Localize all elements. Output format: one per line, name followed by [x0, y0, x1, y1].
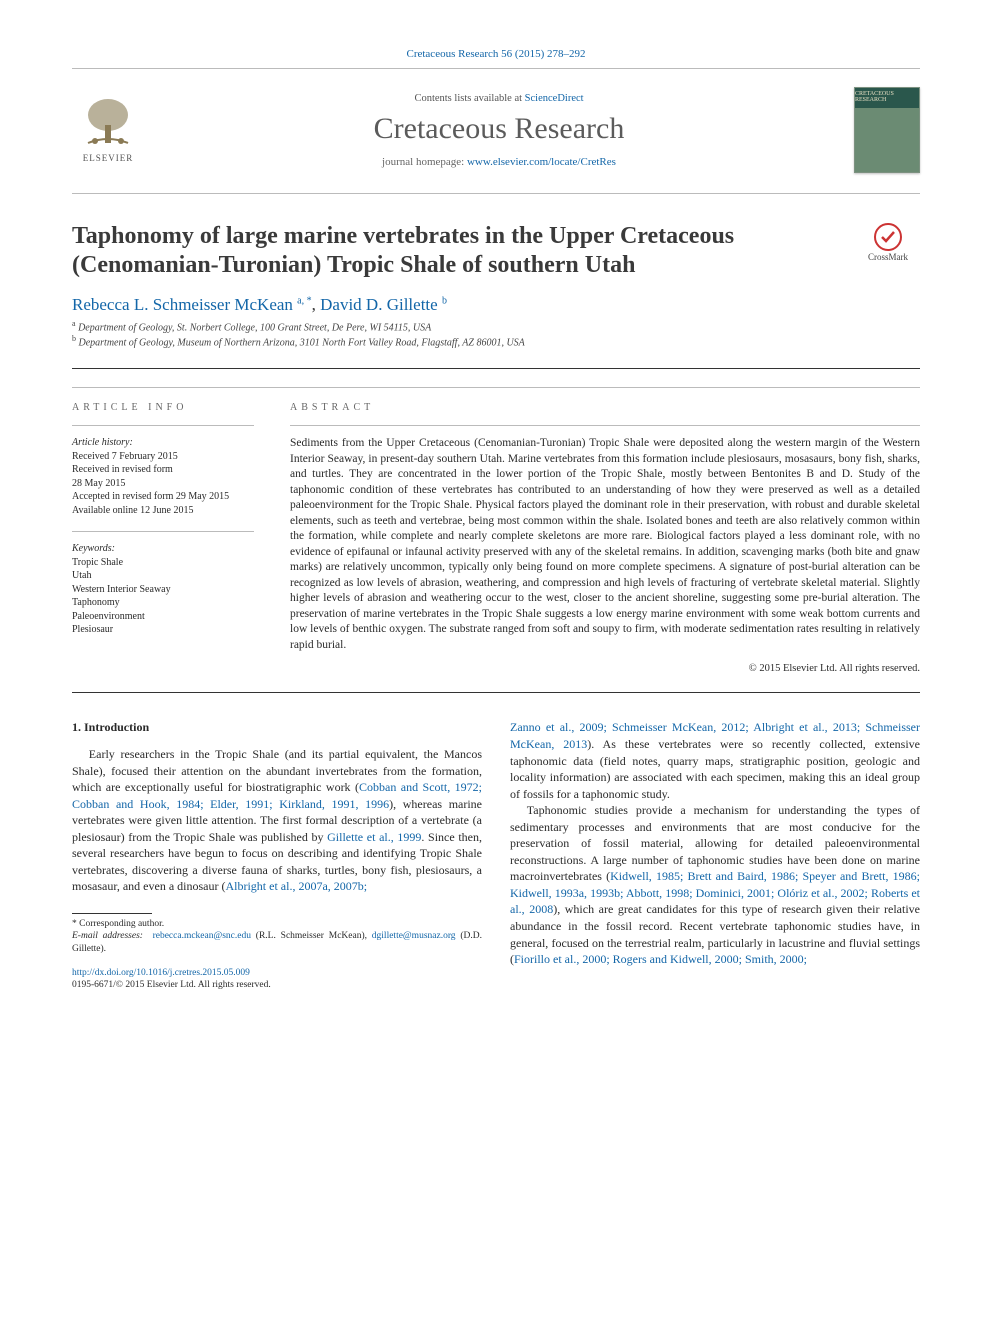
journal-citation: Cretaceous Research 56 (2015) 278–292 [72, 48, 920, 60]
divider [72, 692, 920, 693]
affiliation: a Department of Geology, St. Norbert Col… [72, 319, 920, 335]
email-link[interactable]: dgillette@musnaz.org [372, 931, 456, 941]
corresponding-author-footnote: * Corresponding author. E-mail addresses… [72, 918, 482, 955]
crossmark-icon [873, 222, 903, 252]
copyright: © 2015 Elsevier Ltd. All rights reserved… [290, 663, 920, 674]
citation-link[interactable]: Fiorillo et al., 2000; Rogers and Kidwel… [514, 952, 807, 966]
journal-homepage: journal homepage: www.elsevier.com/locat… [154, 156, 844, 168]
citation-link[interactable]: Albright et al., 2007a, 2007b; [225, 879, 367, 893]
article-history: Article history: Received 7 February 201… [72, 436, 254, 517]
author-link[interactable]: David D. Gillette [320, 295, 438, 314]
email-link[interactable]: rebecca.mckean@snc.edu [153, 931, 251, 941]
contents-available: Contents lists available at ScienceDirec… [154, 93, 844, 104]
divider [290, 425, 920, 426]
elsevier-wordmark: ELSEVIER [83, 153, 134, 163]
journal-header: ELSEVIER Contents lists available at Sci… [72, 79, 920, 183]
sciencedirect-link[interactable]: ScienceDirect [525, 93, 584, 104]
crossmark-badge[interactable]: CrossMark [856, 222, 920, 262]
affiliation: b Department of Geology, Museum of North… [72, 334, 920, 350]
abstract-heading: ABSTRACT [290, 402, 920, 413]
doi-block: http://dx.doi.org/10.1016/j.cretres.2015… [72, 967, 482, 992]
homepage-link[interactable]: www.elsevier.com/locate/CretRes [467, 156, 616, 168]
section-heading: 1. Introduction [72, 719, 482, 736]
elsevier-tree-icon [80, 97, 136, 151]
footnote-rule [72, 913, 152, 914]
divider [72, 368, 920, 369]
divider [72, 531, 254, 532]
journal-cover-thumb[interactable]: CRETACEOUS RESEARCH [854, 87, 920, 173]
author-link[interactable]: Rebecca L. Schmeisser McKean [72, 295, 293, 314]
divider [72, 425, 254, 426]
divider [72, 68, 920, 69]
keywords: Keywords: Tropic Shale Utah Western Inte… [72, 542, 254, 637]
citation-link[interactable]: Gillette et al., 1999 [327, 830, 421, 844]
abstract-text: Sediments from the Upper Cretaceous (Cen… [290, 436, 920, 653]
divider [72, 193, 920, 194]
body-columns: 1. Introduction Early researchers in the… [72, 719, 920, 991]
author-list: Rebecca L. Schmeisser McKean a, *, David… [72, 295, 920, 315]
divider [72, 387, 920, 388]
elsevier-logo[interactable]: ELSEVIER [72, 91, 144, 169]
article-title: Taphonomy of large marine vertebrates in… [72, 222, 840, 281]
article-info-heading: ARTICLE INFO [72, 402, 254, 413]
journal-name: Cretaceous Research [154, 112, 844, 146]
doi-link[interactable]: http://dx.doi.org/10.1016/j.cretres.2015… [72, 968, 250, 978]
